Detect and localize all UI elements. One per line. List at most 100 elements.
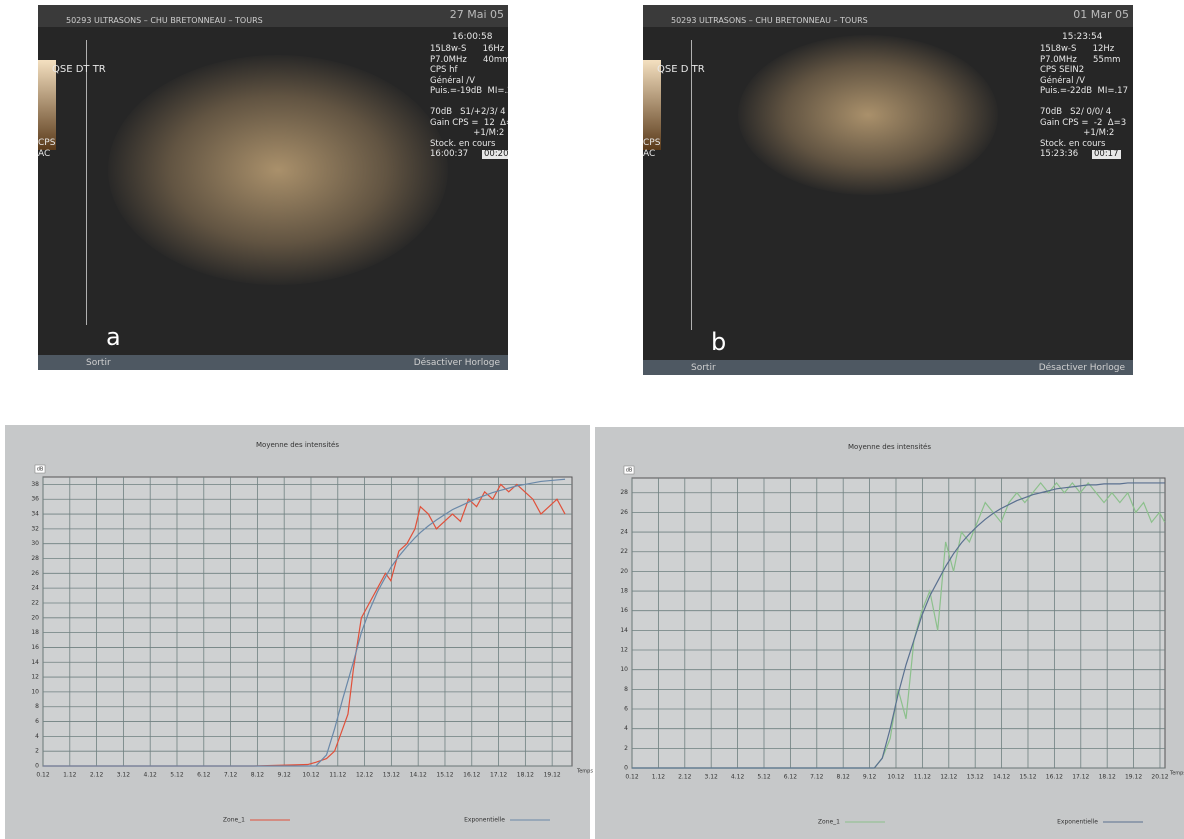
x-tick-label: 2.12 [678,774,692,781]
info-line: CPS hf [430,65,458,75]
y-tick-label: 12 [31,674,39,681]
x-tick-label: 0.12 [625,774,639,781]
info-line: Stock. en cours [430,138,496,149]
contrast-region [108,55,448,285]
y-tick-label: 38 [31,481,39,488]
x-tick-label: 16.12 [463,772,480,779]
footer-right: Désactiver Horloge [413,358,500,368]
y-tick-label: 34 [31,511,39,518]
info-line: 15:23:36 [1040,149,1079,159]
x-tick-label: 15.12 [1019,774,1036,781]
side-label: AC [38,149,51,159]
x-tick-label: 9.12 [278,772,292,779]
counter: 00:20 [482,150,508,159]
depth-axis [691,40,692,330]
y-axis-label: dB [37,467,44,473]
y-label-box [34,464,46,474]
info-line: 70dB S1/+2/3/ 4 [430,107,506,117]
info-line: 16:00:37 [430,149,469,159]
ultrasound-panel: 50293 ULTRASONS – CHU BRETONNEAU – TOURS… [38,5,508,370]
x-tick-label: 14.12 [993,774,1010,781]
x-tick-label: 13.12 [383,772,400,779]
x-tick-label: 17.12 [490,772,507,779]
x-tick-label: 14.12 [410,772,427,779]
plot-area [631,477,1166,769]
x-tick-label: 1.12 [63,772,77,779]
header-bar [643,5,1133,27]
y-tick-label: 6 [624,706,628,713]
y-tick-label: 10 [620,666,628,673]
x-tick-label: 3.12 [117,772,131,779]
x-tick-label: 7.12 [810,774,824,781]
x-tick-label: 4.12 [144,772,158,779]
y-tick-label: 22 [620,548,628,555]
x-tick-label: 20.12 [1151,774,1168,781]
y-tick-label: 18 [620,588,628,595]
y-tick-label: 2 [35,748,39,755]
y-tick-label: 2 [624,745,628,752]
x-tick-label: 3.12 [705,774,719,781]
x-tick-label: 2.12 [90,772,104,779]
y-tick-label: 8 [624,686,628,693]
y-tick-label: 14 [620,627,628,634]
counter: 00:17 [1092,149,1121,159]
x-tick-label: 0.12 [36,772,50,779]
x-tick-label: 19.12 [1125,774,1142,781]
y-tick-label: 0 [624,765,628,772]
x-tick-label: 11.12 [914,774,931,781]
y-tick-label: 18 [31,629,39,636]
chart-title: Moyenne des intensités [256,441,339,449]
y-tick-label: 32 [31,525,39,532]
y-label-box [623,465,635,475]
chart-title: Moyenne des intensités [848,443,931,451]
y-axis-label: dB [626,468,633,474]
x-tick-label: 12.12 [356,772,373,779]
x-tick-label: 4.12 [731,774,745,781]
info-line: Général /V [430,75,475,86]
x-tick-label: 18.12 [1099,774,1116,781]
data-line [632,482,1165,769]
y-tick-label: 14 [31,659,39,666]
footer-right: Désactiver Horloge [1038,363,1125,373]
footer-left: Sortir [86,358,111,368]
data-line [43,478,566,767]
x-axis-label: Temps [576,769,593,775]
info-line: 70dB S2/ 0/0/ 4 [1040,107,1112,117]
legend-label: Zone_1 [223,817,245,824]
data-line [632,481,1166,769]
info-line: +1/M:2 [430,128,505,138]
y-tick-label: 28 [620,489,628,496]
x-tick-label: 19.12 [544,772,561,779]
info-line: Stock. en cours [1040,138,1106,149]
x-tick-label: 7.12 [224,772,238,779]
y-tick-label: 4 [35,733,39,740]
info-line: 15L8w-S 16Hz [430,44,505,54]
info-line: Puis.=-19dB MI=.23 [430,86,508,96]
y-tick-label: 0 [35,763,39,770]
y-tick-label: 20 [620,568,628,575]
y-tick-label: 28 [31,555,39,562]
x-tick-label: 11.12 [329,772,346,779]
y-tick-label: 24 [31,585,39,592]
footer-bar [643,360,1133,375]
header-text: 50293 ULTRASONS – CHU BRETONNEAU – TOURS [66,16,263,25]
footer-left: Sortir [691,363,716,373]
x-tick-label: 5.12 [170,772,184,779]
legend-label: Exponentielle [464,817,505,824]
panel-letter: a [106,323,121,351]
header-text: 50293 ULTRASONS – CHU BRETONNEAU – TOURS [671,16,868,25]
x-tick-label: 15.12 [436,772,453,779]
x-tick-label: 12.12 [940,774,957,781]
info-line: +1/M:2 [1040,128,1115,138]
date: 01 Mar 05 [1073,8,1129,21]
y-tick-label: 8 [35,703,39,710]
info-line: Général /V [1040,75,1085,86]
x-tick-label: 1.12 [652,774,666,781]
contrast-region [738,35,998,195]
ultrasound-panel: 50293 ULTRASONS – CHU BRETONNEAU – TOURS… [643,5,1133,375]
x-tick-label: 10.12 [302,772,319,779]
x-tick-label: 9.12 [863,774,877,781]
plot-area [42,476,573,767]
panel-letter: b [711,328,727,356]
x-tick-label: 18.12 [517,772,534,779]
